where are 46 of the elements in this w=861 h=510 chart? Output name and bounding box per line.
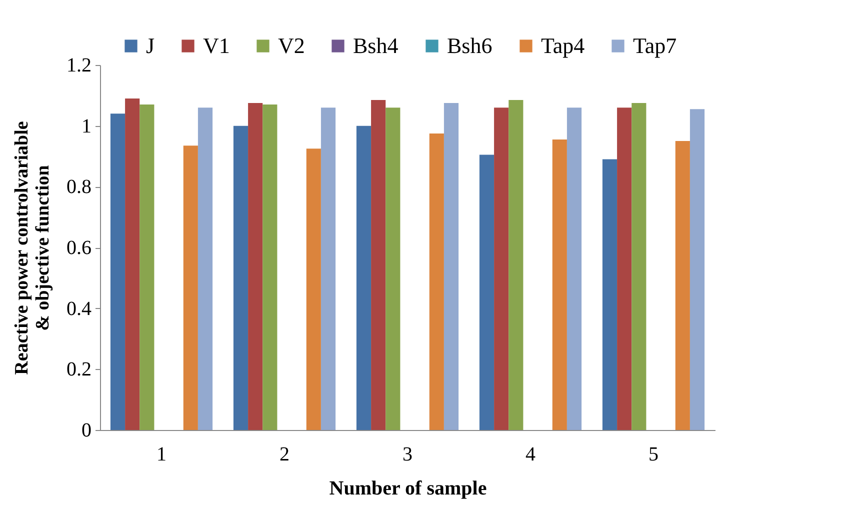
bar [632,103,646,430]
bar [140,104,154,430]
bar [371,100,386,430]
bar [494,108,509,430]
legend-label: V1 [203,33,230,58]
x-axis-title: Number of sample [329,478,487,500]
x-tick-label: 3 [402,444,412,466]
bar [617,108,632,430]
bar [233,126,248,430]
legend-label: Bsh6 [447,33,492,58]
bar [320,108,336,430]
bar [602,159,618,430]
bar [306,148,321,430]
bar [444,103,459,430]
y-axis-title: Reactive power controlvariable & objective function [12,121,54,375]
x-tick-label: 4 [526,444,536,466]
x-tick-label: 1 [156,444,166,466]
bar [690,109,705,430]
bar [262,104,278,430]
x-tick-label: 2 [280,444,290,466]
bar [552,140,567,430]
legend-label: Tap7 [633,33,677,58]
bar [429,133,444,430]
bar [508,100,524,430]
y-tick-label: 1 [82,115,92,138]
legend-label: Tap4 [541,33,585,58]
bar [566,108,582,430]
y-tick-label: 0.4 [66,298,92,320]
y-tick-label: 0 [82,420,92,442]
legend-label: Bsh4 [353,33,398,58]
x-tick-label: 5 [648,444,658,466]
bar [183,146,198,430]
bar [110,114,126,430]
bar [675,141,690,430]
bar [356,126,372,430]
legend-label: J [146,33,155,58]
bar [248,103,263,430]
legend-label: V2 [278,33,305,58]
y-tick-label: 1.2 [66,54,92,76]
y-tick-label: 0.6 [66,237,92,259]
y-tick-label: 0.2 [66,358,92,381]
bar [198,108,213,430]
bar [125,98,140,430]
bar [479,154,494,430]
bar [386,108,400,430]
y-tick-label: 0.8 [66,176,92,198]
